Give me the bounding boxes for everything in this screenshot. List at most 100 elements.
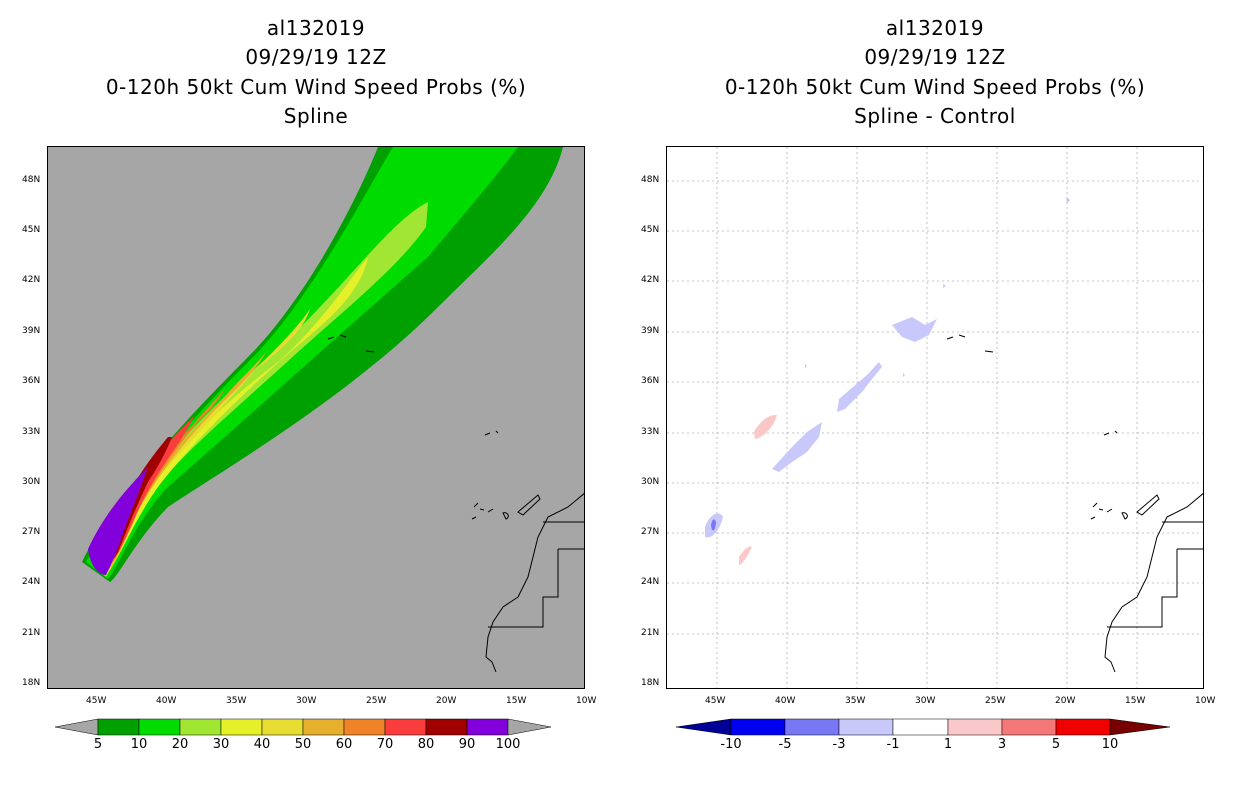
cb-swatch — [220, 718, 263, 736]
cb-label: 50 — [294, 737, 312, 752]
lat-tick: 48N — [641, 175, 660, 185]
left-map — [47, 146, 585, 689]
prob-contour-5 — [82, 147, 563, 582]
cb-swatch — [892, 718, 949, 736]
right-title: al132019 09/29/19 12Z 0-120h 50kt Cum Wi… — [666, 14, 1204, 131]
cb-swatch — [466, 718, 509, 736]
cb-label: -5 — [778, 737, 792, 752]
lat-tick: 30N — [22, 477, 41, 487]
lat-tick: 33N — [641, 427, 660, 437]
left-title-date: 09/29/19 12Z — [245, 45, 387, 69]
left-title: al132019 09/29/19 12Z 0-120h 50kt Cum Wi… — [47, 14, 585, 131]
right-title-date: 09/29/19 12Z — [864, 45, 1006, 69]
cb-label: 100 — [495, 737, 521, 752]
right-colorbar — [676, 718, 1171, 736]
lon-tick: 40W — [156, 696, 177, 706]
cb-label: 30 — [212, 737, 230, 752]
cb-label: 5 — [1051, 737, 1061, 752]
cb-swatch — [179, 718, 222, 736]
right-colorbar-min-arrow — [676, 718, 732, 736]
cb-swatch — [947, 718, 1003, 736]
cb-label: 20 — [171, 737, 189, 752]
right-coastline — [946, 334, 1203, 673]
cb-swatch — [384, 718, 427, 736]
right-title-storm: al132019 — [885, 16, 985, 40]
cb-label: -3 — [832, 737, 846, 752]
cb-label: 3 — [997, 737, 1007, 752]
lon-tick: 20W — [436, 696, 457, 706]
cb-label: 10 — [1101, 737, 1119, 752]
lat-tick: 42N — [22, 275, 41, 285]
right-colorbar-max-arrow — [1109, 718, 1171, 736]
lat-tick: 42N — [641, 275, 660, 285]
cb-label: -1 — [886, 737, 900, 752]
lon-tick: 15W — [506, 696, 527, 706]
lon-tick: 10W — [1195, 696, 1216, 706]
left-coastline — [327, 334, 584, 673]
lon-tick: 35W — [226, 696, 247, 706]
cb-swatch — [425, 718, 468, 736]
lon-tick: 35W — [845, 696, 866, 706]
lon-tick: 45W — [86, 696, 107, 706]
diff-negative-mid — [711, 519, 716, 531]
lon-tick: 25W — [985, 696, 1006, 706]
cb-swatch — [302, 718, 345, 736]
cb-swatch — [343, 718, 386, 736]
lat-tick: 27N — [641, 527, 660, 537]
cb-label: 10 — [130, 737, 148, 752]
left-title-subtitle: Spline — [283, 104, 349, 128]
right-title-subtitle: Spline - Control — [854, 104, 1016, 128]
lat-tick: 39N — [22, 326, 41, 336]
left-colorbar-min-arrow — [55, 718, 99, 736]
cb-swatch — [1055, 718, 1111, 736]
lat-tick: 18N — [641, 678, 660, 688]
lat-tick: 48N — [22, 175, 41, 185]
lat-tick: 24N — [641, 577, 660, 587]
cb-label: 90 — [458, 737, 476, 752]
diff-positive-small — [739, 414, 777, 565]
cb-label: 5 — [93, 737, 103, 752]
lat-tick: 39N — [641, 326, 660, 336]
lon-tick: 20W — [1055, 696, 1076, 706]
left-title-product: 0-120h 50kt Cum Wind Speed Probs (%) — [105, 75, 527, 99]
lon-tick: 10W — [576, 696, 597, 706]
cb-label: 40 — [253, 737, 271, 752]
lat-tick: 33N — [22, 427, 41, 437]
lon-tick: 15W — [1125, 696, 1146, 706]
right-title-product: 0-120h 50kt Cum Wind Speed Probs (%) — [724, 75, 1146, 99]
cb-swatch — [838, 718, 894, 736]
right-map-svg — [667, 147, 1203, 688]
lat-tick: 45N — [641, 225, 660, 235]
right-map-background — [667, 147, 1203, 688]
cb-swatch — [138, 718, 181, 736]
lon-tick: 45W — [705, 696, 726, 706]
prob-contour-90 — [88, 467, 148, 575]
lon-tick: 40W — [775, 696, 796, 706]
cb-label: 60 — [335, 737, 353, 752]
cb-label: 1 — [943, 737, 953, 752]
lon-tick: 30W — [296, 696, 317, 706]
left-title-storm: al132019 — [266, 16, 366, 40]
cb-swatch — [261, 718, 304, 736]
lat-tick: 27N — [22, 527, 41, 537]
left-map-svg — [48, 147, 584, 688]
cb-label: -10 — [720, 737, 742, 752]
lat-tick: 18N — [22, 678, 41, 688]
cb-label: 80 — [417, 737, 435, 752]
cb-swatch — [97, 718, 140, 736]
right-gridlines — [667, 147, 1203, 688]
lat-tick: 21N — [641, 628, 660, 638]
lat-tick: 45N — [22, 225, 41, 235]
prob-contour-10 — [86, 147, 518, 579]
lat-tick: 24N — [22, 577, 41, 587]
cb-swatch — [784, 718, 840, 736]
cb-swatch — [730, 718, 786, 736]
lon-tick: 25W — [366, 696, 387, 706]
lat-tick: 30N — [641, 477, 660, 487]
cb-swatch — [1001, 718, 1057, 736]
right-map — [666, 146, 1204, 689]
lat-tick: 21N — [22, 628, 41, 638]
lat-tick: 36N — [22, 376, 41, 386]
lat-tick: 36N — [641, 376, 660, 386]
left-colorbar — [55, 718, 552, 736]
